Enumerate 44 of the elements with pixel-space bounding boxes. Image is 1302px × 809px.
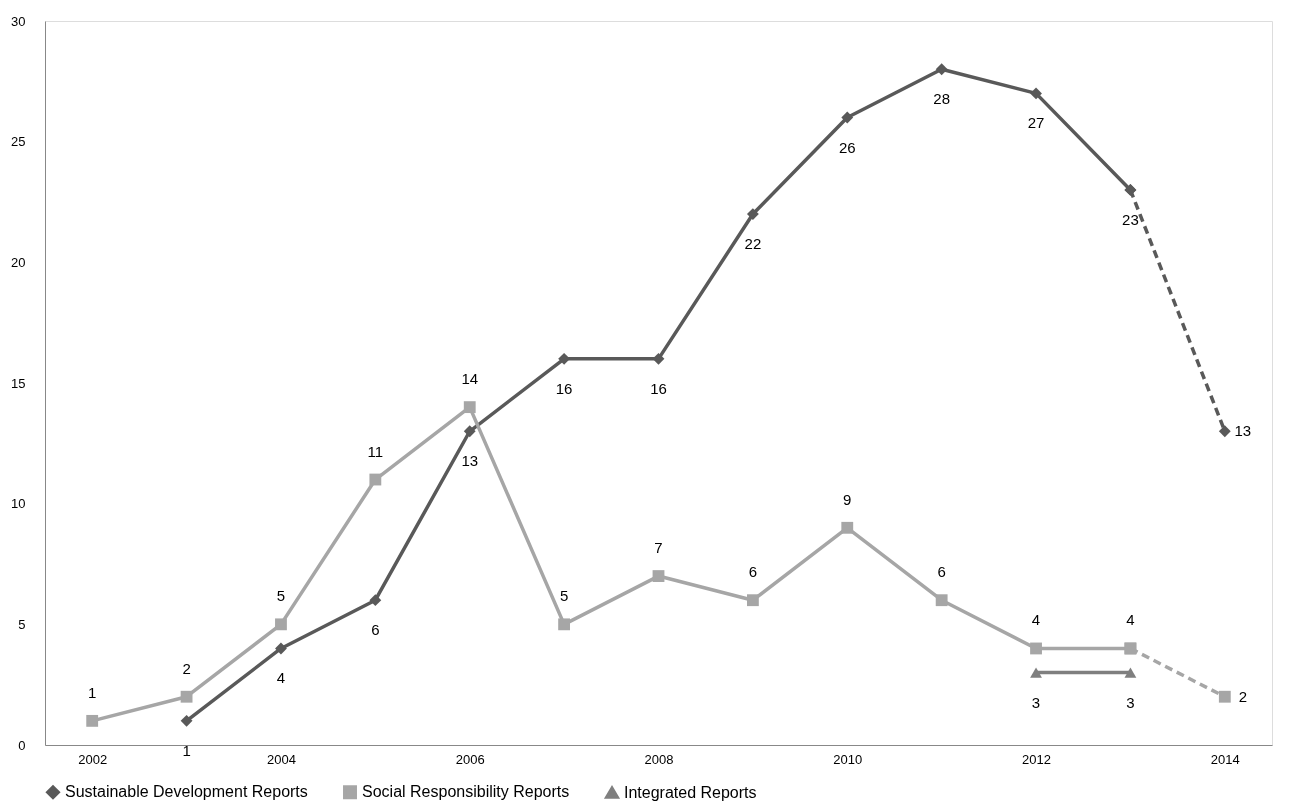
y-tick-label: 30 [11, 13, 26, 29]
data-label: 3 [1031, 693, 1041, 711]
x-tick-label: 2002 [78, 751, 108, 767]
x-tick-label: 2012 [1022, 751, 1051, 767]
y-tick-label: 5 [18, 616, 26, 632]
data-label: 27 [1027, 114, 1045, 132]
data-label: 9 [843, 490, 852, 508]
legend-label: Social Responsibility Reports [362, 783, 570, 801]
data-label: 5 [276, 587, 286, 605]
legend-label: Sustainable Development Reports [65, 783, 308, 801]
y-tick-label: 25 [11, 134, 26, 150]
data-label: 4 [276, 669, 286, 687]
data-label: 28 [933, 90, 950, 108]
data-label: 6 [937, 563, 946, 581]
y-tick-label: 20 [11, 254, 26, 270]
data-label: 2 [1238, 687, 1247, 705]
data-label: 7 [654, 539, 663, 557]
data-label: 16 [650, 379, 667, 397]
data-label: 4 [1126, 611, 1135, 629]
data-label: 13 [461, 452, 479, 470]
data-label: 16 [555, 379, 573, 397]
x-tick-label: 2004 [267, 751, 296, 767]
data-label: 23 [1122, 210, 1139, 228]
x-tick-label: 2014 [1210, 751, 1240, 767]
data-label: 11 [367, 442, 384, 460]
legend-label: Integrated Reports [624, 783, 757, 801]
data-label: 1 [88, 683, 97, 701]
y-tick-label: 15 [11, 375, 26, 391]
data-label: 13 [1234, 422, 1252, 440]
data-label: 14 [461, 370, 479, 388]
y-tick-label: 10 [11, 496, 26, 512]
data-label: 26 [838, 138, 856, 156]
data-label: 4 [1031, 611, 1041, 629]
data-label: 2 [182, 659, 191, 677]
y-tick-label: 0 [18, 737, 26, 753]
data-label: 6 [371, 621, 380, 639]
data-label: 1 [182, 741, 191, 759]
x-tick-label: 2010 [833, 751, 863, 767]
data-label: 3 [1126, 693, 1135, 711]
data-label: 22 [744, 235, 762, 253]
x-tick-label: 2006 [455, 751, 485, 767]
data-label: 6 [748, 563, 758, 581]
x-tick-label: 2008 [644, 751, 674, 767]
data-label: 5 [559, 587, 569, 605]
